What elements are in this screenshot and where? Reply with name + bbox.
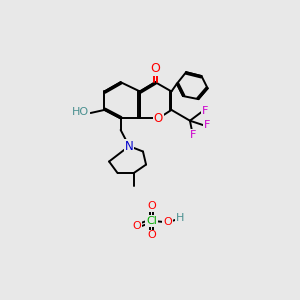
Text: N: N: [125, 140, 134, 153]
Text: O: O: [147, 201, 156, 211]
Text: H: H: [176, 214, 184, 224]
Text: HO: HO: [72, 107, 89, 117]
Text: F: F: [202, 106, 208, 116]
Text: O: O: [147, 230, 156, 240]
Text: Cl: Cl: [146, 216, 157, 226]
Text: F: F: [204, 120, 210, 130]
Text: O: O: [132, 221, 141, 231]
Text: O: O: [150, 62, 160, 75]
Text: O: O: [163, 217, 172, 227]
Text: F: F: [190, 130, 196, 140]
Text: O: O: [154, 112, 163, 125]
